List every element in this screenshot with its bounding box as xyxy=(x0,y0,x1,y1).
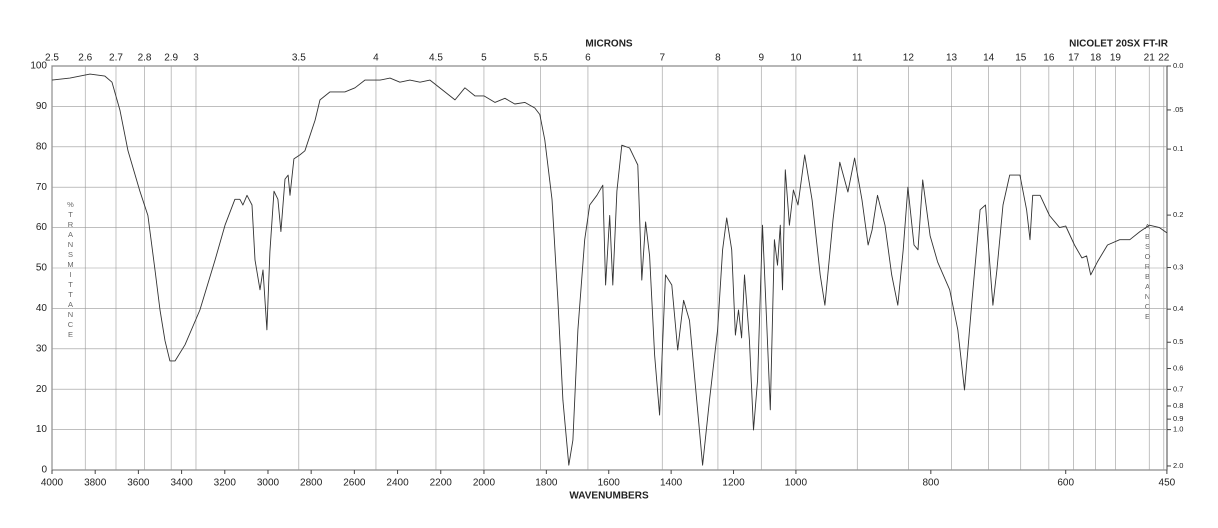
y-tick-label: 80 xyxy=(36,141,48,152)
micron-tick-label: 14 xyxy=(983,53,995,64)
micron-tick-label: 2.6 xyxy=(78,53,92,64)
x-tick-label: 3400 xyxy=(170,478,193,489)
x-tick-label: 450 xyxy=(1159,478,1176,489)
x-tick-label: 2800 xyxy=(300,478,323,489)
y2-axis-label: ABSORBANCE xyxy=(1143,222,1152,322)
micron-tick-label: 22 xyxy=(1158,53,1170,64)
y2-tick-label: 0.4 xyxy=(1173,304,1183,313)
x-tick-label: 3600 xyxy=(127,478,150,489)
y-tick-label: 10 xyxy=(36,424,48,435)
y-tick-label: 30 xyxy=(36,343,48,354)
y2-tick-label: 0.2 xyxy=(1173,210,1183,219)
micron-tick-label: 6 xyxy=(585,53,591,64)
x-tick-label: 2200 xyxy=(430,478,453,489)
y-tick-label: 50 xyxy=(36,263,48,274)
micron-tick-label: 16 xyxy=(1043,53,1055,64)
y-tick-label: 90 xyxy=(36,101,48,112)
y2-tick-label: 0.8 xyxy=(1173,401,1183,410)
y-tick-label: 60 xyxy=(36,222,48,233)
y-tick-label: 0 xyxy=(41,465,47,476)
y2-tick-label: 0.9 xyxy=(1173,414,1183,423)
micron-tick-label: 15 xyxy=(1015,53,1027,64)
y2-tick-label: 0.7 xyxy=(1173,384,1183,393)
x-tick-label: 1200 xyxy=(722,478,745,489)
micron-tick-label: 2.7 xyxy=(109,53,123,64)
micron-tick-label: 4 xyxy=(373,53,379,64)
y-tick-label: 40 xyxy=(36,303,48,314)
y2-tick-label: 0.3 xyxy=(1173,263,1183,272)
y2-tick-label: .05 xyxy=(1173,105,1183,114)
micron-tick-label: 13 xyxy=(946,53,958,64)
spectrum-line xyxy=(51,73,1168,466)
y2-tick-label: 0.0 xyxy=(1173,61,1183,70)
micron-tick-label: 3 xyxy=(193,53,199,64)
micron-tick-label: 5.5 xyxy=(534,53,548,64)
micron-tick-label: 18 xyxy=(1090,53,1102,64)
y-tick-label: 70 xyxy=(36,182,48,193)
micron-tick-label: 11 xyxy=(852,53,863,64)
micron-tick-label: 4.5 xyxy=(429,53,443,64)
chart-title: MICRONS xyxy=(585,39,633,50)
x-tick-label: 1600 xyxy=(598,478,621,489)
x-axis-label: WAVENUMBERS xyxy=(569,491,649,502)
micron-tick-label: 21 xyxy=(1144,53,1156,64)
micron-tick-label: 19 xyxy=(1110,53,1122,64)
x-tick-label: 4000 xyxy=(41,478,64,489)
x-tick-label: 2000 xyxy=(473,478,496,489)
y-axis-label: %TRANSMITTANCE xyxy=(66,200,75,340)
micron-tick-label: 2.5 xyxy=(45,53,59,64)
micron-tick-label: 2.9 xyxy=(164,53,178,64)
y2-tick-label: 1.0 xyxy=(1173,425,1183,434)
micron-tick-label: 10 xyxy=(790,53,802,64)
y-tick-label: 100 xyxy=(30,61,47,72)
micron-tick-label: 8 xyxy=(715,53,721,64)
micron-tick-label: 17 xyxy=(1068,53,1080,64)
x-tick-label: 3200 xyxy=(214,478,237,489)
y2-tick-label: 2.0 xyxy=(1173,461,1183,470)
x-tick-label: 3000 xyxy=(257,478,280,489)
x-tick-label: 2600 xyxy=(343,478,366,489)
y2-tick-label: 0.1 xyxy=(1173,144,1183,153)
x-tick-label: 1800 xyxy=(535,478,558,489)
micron-tick-label: 3.5 xyxy=(292,53,306,64)
x-tick-label: 1400 xyxy=(660,478,683,489)
micron-tick-label: 9 xyxy=(758,53,764,64)
x-tick-label: 800 xyxy=(922,478,939,489)
x-tick-label: 1000 xyxy=(785,478,808,489)
micron-tick-label: 12 xyxy=(903,53,915,64)
x-tick-label: 2400 xyxy=(386,478,409,489)
x-tick-label: 3800 xyxy=(84,478,107,489)
y2-tick-label: 0.6 xyxy=(1173,364,1183,373)
micron-tick-label: 5 xyxy=(481,53,487,64)
y2-tick-label: 0.5 xyxy=(1173,337,1183,346)
x-tick-label: 600 xyxy=(1057,478,1074,489)
instrument-label: NICOLET 20SX FT-IR xyxy=(1069,39,1169,50)
y-tick-label: 20 xyxy=(36,384,48,395)
micron-tick-label: 2.8 xyxy=(138,53,152,64)
micron-tick-label: 7 xyxy=(659,53,665,64)
